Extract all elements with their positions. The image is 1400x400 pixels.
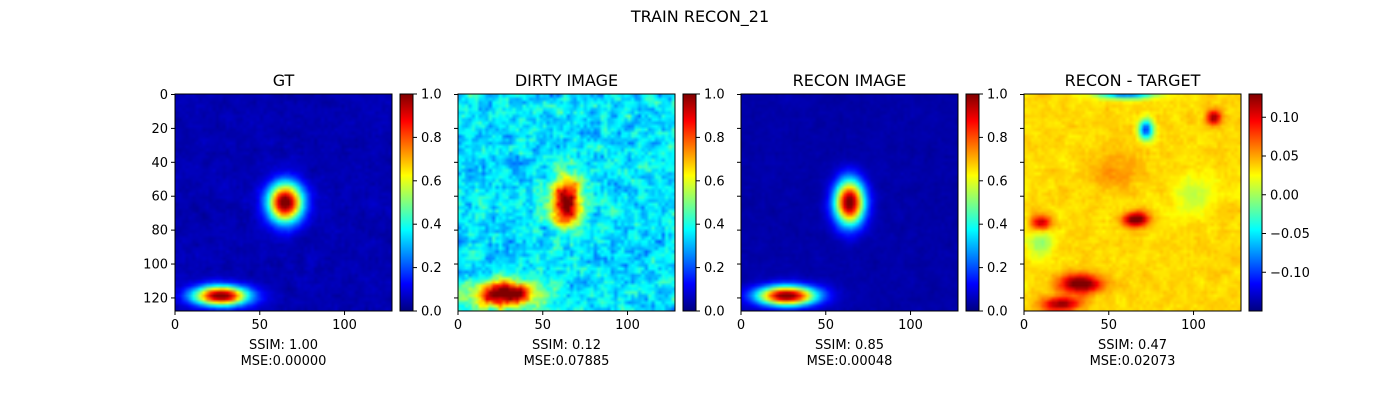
ssim-label: SSIM: 0.47 [1098,338,1167,353]
y-tick-label: 20 [151,122,168,137]
x-tick-label: 0 [737,318,745,333]
colorbar-tick-label: 0.05 [1270,150,1299,165]
colorbar-tick-label: 0.8 [704,131,725,146]
mse-label: MSE:0.07885 [524,354,610,369]
x-tick-label: 50 [534,318,551,333]
x-tick-label: 50 [251,318,268,333]
axes-frame [457,93,676,312]
panel-title: DIRTY IMAGE [515,71,618,90]
x-tick-label: 0 [1020,318,1028,333]
axes-frame [1023,93,1242,312]
y-tick-label: 60 [151,190,168,205]
ssim-label: SSIM: 1.00 [249,338,318,353]
colorbar-tick-label: 0.6 [704,174,725,189]
colorbar-tick-label: −0.10 [1270,266,1310,281]
x-tick-label: 50 [1100,318,1117,333]
mse-label: MSE:0.02073 [1090,354,1176,369]
heatmap-image [1024,94,1241,311]
ssim-label: SSIM: 0.85 [815,338,884,353]
x-tick-label: 100 [1181,318,1206,333]
y-tick-label: 0 [160,88,168,103]
colorbar-tick-label: 0.0 [704,305,725,320]
colorbar [1248,93,1263,312]
heatmap-image [175,94,392,311]
colorbar [965,93,980,312]
x-tick-label: 100 [898,318,923,333]
colorbar-tick-label: 1.0 [704,88,725,103]
panel-title: GT [273,71,295,90]
colorbar-tick-label: 0.4 [987,218,1008,233]
axes-frame [174,93,393,312]
colorbar [682,93,697,312]
colorbar-tick-label: 0.2 [987,261,1008,276]
x-tick-label: 100 [332,318,357,333]
axes-frame [740,93,959,312]
x-tick-label: 50 [817,318,834,333]
mse-label: MSE:0.00048 [807,354,893,369]
heatmap-image [741,94,958,311]
x-tick-label: 0 [454,318,462,333]
y-tick-label: 40 [151,156,168,171]
colorbar-tick-label: 0.2 [704,261,725,276]
colorbar-tick-label: 0.6 [987,174,1008,189]
ssim-label: SSIM: 0.12 [532,338,601,353]
colorbar-tick-label: 0.2 [421,261,442,276]
colorbar-tick-label: 1.0 [987,88,1008,103]
y-tick-label: 100 [143,258,168,273]
colorbar [399,93,414,312]
x-tick-label: 100 [615,318,640,333]
subplot-4: RECON - TARGET 0 50 100 SSIM: 0.47MSE:0.0207… [1020,71,1310,369]
heatmap-image [458,94,675,311]
panel-title: RECON - TARGET [1065,71,1201,90]
colorbar-tick-label: 0.0 [987,305,1008,320]
colorbar-tick-label: 0.10 [1270,111,1299,126]
x-tick-label: 0 [171,318,179,333]
colorbar-tick-label: 0.6 [421,174,442,189]
subplot-1: GT 0 50 100 0 20 40 60 80 100 120 SSIM: 1.00MSE:0.0… [143,71,442,369]
mse-label: MSE:0.00000 [241,354,327,369]
y-tick-label: 120 [143,291,168,306]
colorbar-tick-label: −0.05 [1270,227,1310,242]
colorbar-tick-label: 1.0 [421,88,442,103]
colorbar-tick-label: 0.4 [704,218,725,233]
colorbar-tick-label: 0.8 [421,131,442,146]
colorbar-tick-label: 0.0 [421,305,442,320]
colorbar-tick-label: 0.00 [1270,188,1299,203]
panel-title: RECON IMAGE [793,71,907,90]
figure-suptitle: TRAIN RECON_21 [630,7,770,26]
colorbar-tick-label: 0.4 [421,218,442,233]
y-tick-label: 80 [151,224,168,239]
colorbar-tick-label: 0.8 [987,131,1008,146]
